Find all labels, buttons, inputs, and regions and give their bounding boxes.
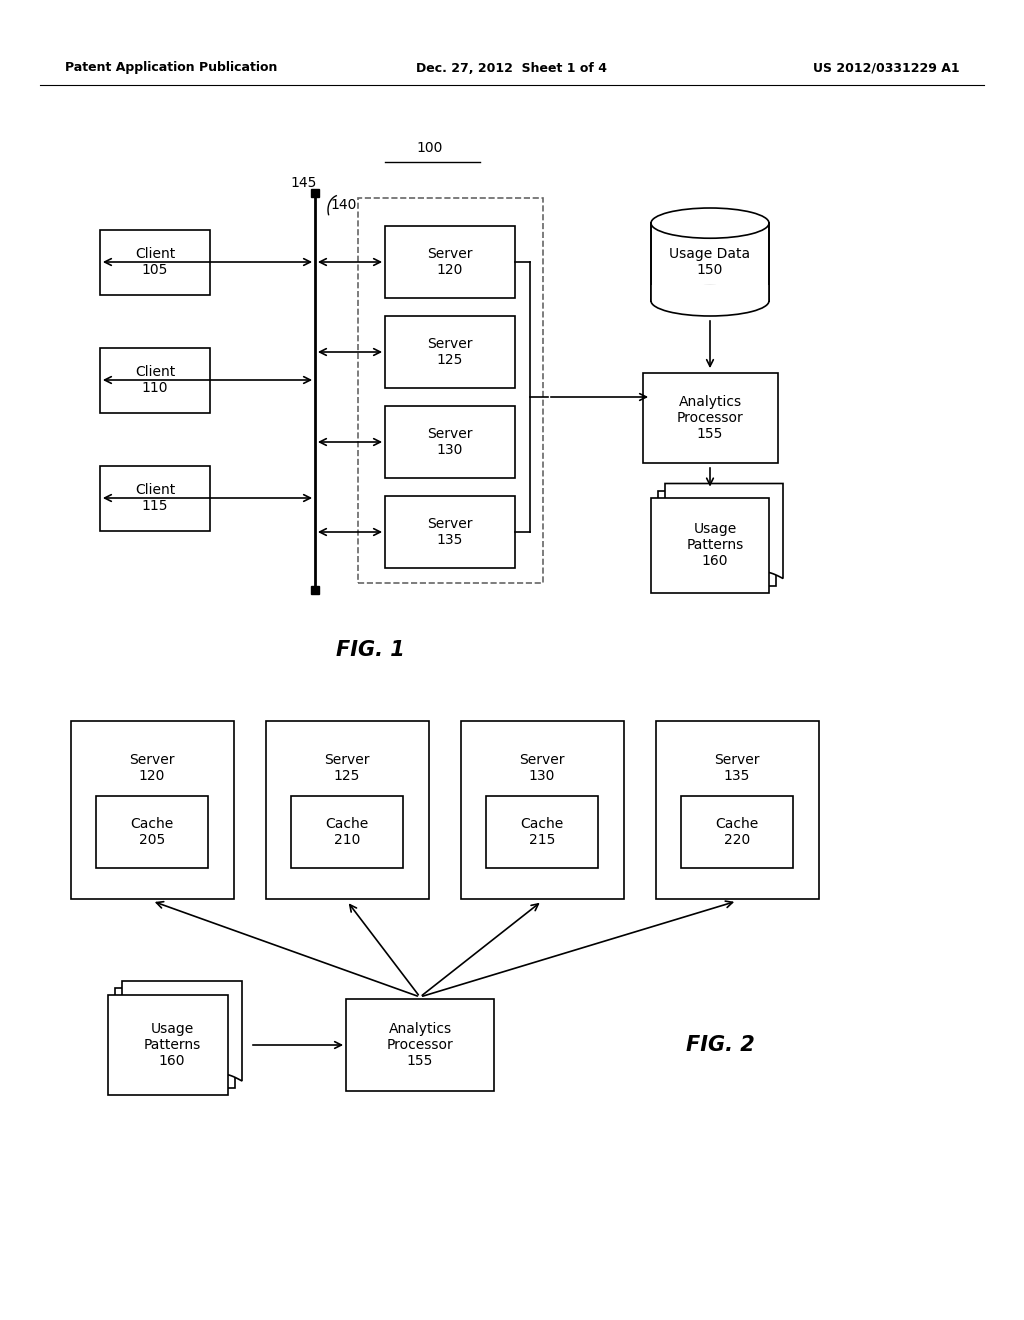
Text: FIG. 1: FIG. 1 xyxy=(336,640,404,660)
Bar xyxy=(265,721,428,899)
Text: Cache
215: Cache 215 xyxy=(520,817,563,847)
Text: Server
125: Server 125 xyxy=(427,337,473,367)
Text: Server
130: Server 130 xyxy=(427,426,473,457)
Text: Client
105: Client 105 xyxy=(135,247,175,277)
Text: 145: 145 xyxy=(290,176,316,190)
Text: Server
125: Server 125 xyxy=(325,752,370,783)
Bar xyxy=(357,198,543,582)
Bar xyxy=(100,347,210,412)
Bar xyxy=(651,498,769,593)
Bar xyxy=(651,223,769,301)
Text: Analytics
Processor
155: Analytics Processor 155 xyxy=(677,395,743,441)
Bar xyxy=(100,466,210,531)
Text: Cache
220: Cache 220 xyxy=(716,817,759,847)
Text: Server
120: Server 120 xyxy=(129,752,175,783)
Text: Server
135: Server 135 xyxy=(715,752,760,783)
Bar xyxy=(108,995,228,1096)
Text: Usage
Patterns
160: Usage Patterns 160 xyxy=(686,521,743,568)
Text: Client
115: Client 115 xyxy=(135,483,175,513)
Text: Dec. 27, 2012  Sheet 1 of 4: Dec. 27, 2012 Sheet 1 of 4 xyxy=(417,62,607,74)
Bar xyxy=(291,796,403,869)
PathPatch shape xyxy=(122,981,242,1088)
Text: Analytics
Processor
155: Analytics Processor 155 xyxy=(387,1022,454,1068)
Bar xyxy=(658,491,776,586)
Bar xyxy=(651,285,769,301)
Bar xyxy=(385,226,515,298)
Text: Patent Application Publication: Patent Application Publication xyxy=(65,62,278,74)
Bar xyxy=(681,796,793,869)
Text: Server
130: Server 130 xyxy=(519,752,565,783)
PathPatch shape xyxy=(665,483,783,585)
Ellipse shape xyxy=(651,285,769,315)
Text: 140: 140 xyxy=(330,198,356,213)
Bar xyxy=(385,496,515,568)
Bar xyxy=(642,374,777,463)
Text: US 2012/0331229 A1: US 2012/0331229 A1 xyxy=(813,62,961,74)
Text: Cache
205: Cache 205 xyxy=(130,817,174,847)
Text: Server
135: Server 135 xyxy=(427,517,473,546)
Bar xyxy=(486,796,598,869)
Text: Server
120: Server 120 xyxy=(427,247,473,277)
Bar xyxy=(71,721,233,899)
Bar xyxy=(385,407,515,478)
Text: Client
110: Client 110 xyxy=(135,364,175,395)
Bar xyxy=(385,315,515,388)
Text: Usage Data
150: Usage Data 150 xyxy=(670,247,751,277)
Ellipse shape xyxy=(651,209,769,238)
Text: Usage
Patterns
160: Usage Patterns 160 xyxy=(143,1022,201,1068)
Bar xyxy=(115,987,234,1088)
Bar xyxy=(655,721,818,899)
Bar xyxy=(346,999,494,1092)
Bar xyxy=(100,230,210,294)
Text: FIG. 2: FIG. 2 xyxy=(686,1035,755,1055)
Text: 100: 100 xyxy=(417,141,443,154)
Text: Cache
210: Cache 210 xyxy=(326,817,369,847)
Bar xyxy=(96,796,208,869)
Bar xyxy=(461,721,624,899)
